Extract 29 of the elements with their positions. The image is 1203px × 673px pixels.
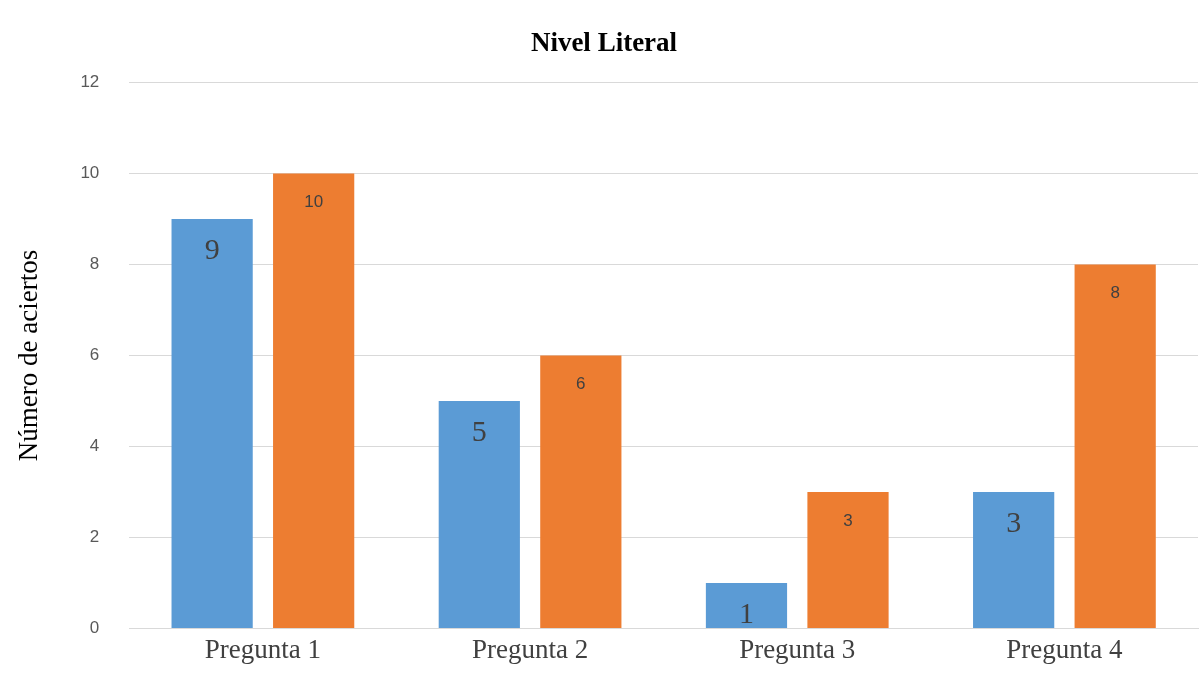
data-label: 1 — [738, 595, 754, 629]
chart-title: Nivel Literal — [530, 27, 678, 58]
data-label: 9 — [204, 231, 220, 265]
bar — [807, 492, 889, 629]
y-tick-label: 4 — [89, 436, 100, 456]
y-axis-title: Número de aciertos — [13, 249, 44, 462]
y-tick-label: 2 — [89, 527, 100, 547]
y-tick-label: 6 — [89, 345, 100, 365]
data-label: 6 — [576, 374, 586, 394]
y-tick-label: 8 — [89, 254, 100, 274]
bar — [540, 355, 622, 629]
data-label: 5 — [471, 413, 487, 447]
y-tick-label: 10 — [80, 163, 100, 183]
data-label: 10 — [304, 192, 324, 212]
x-tick-label: Pregunta 4 — [1006, 633, 1124, 664]
y-tick-label: 12 — [80, 72, 100, 92]
bar — [273, 173, 355, 629]
x-tick-label: Pregunta 2 — [471, 633, 589, 664]
x-tick-label: Pregunta 1 — [204, 633, 322, 664]
x-tick-label: Pregunta 3 — [739, 633, 856, 664]
data-label: 3 — [843, 510, 853, 530]
y-tick-label: 0 — [89, 618, 100, 638]
bar — [973, 492, 1055, 629]
bar — [1074, 264, 1156, 629]
bar — [705, 583, 788, 629]
bar — [171, 218, 253, 629]
data-label: 3 — [1006, 504, 1022, 538]
bar — [438, 401, 520, 629]
data-label: 8 — [1110, 283, 1120, 303]
